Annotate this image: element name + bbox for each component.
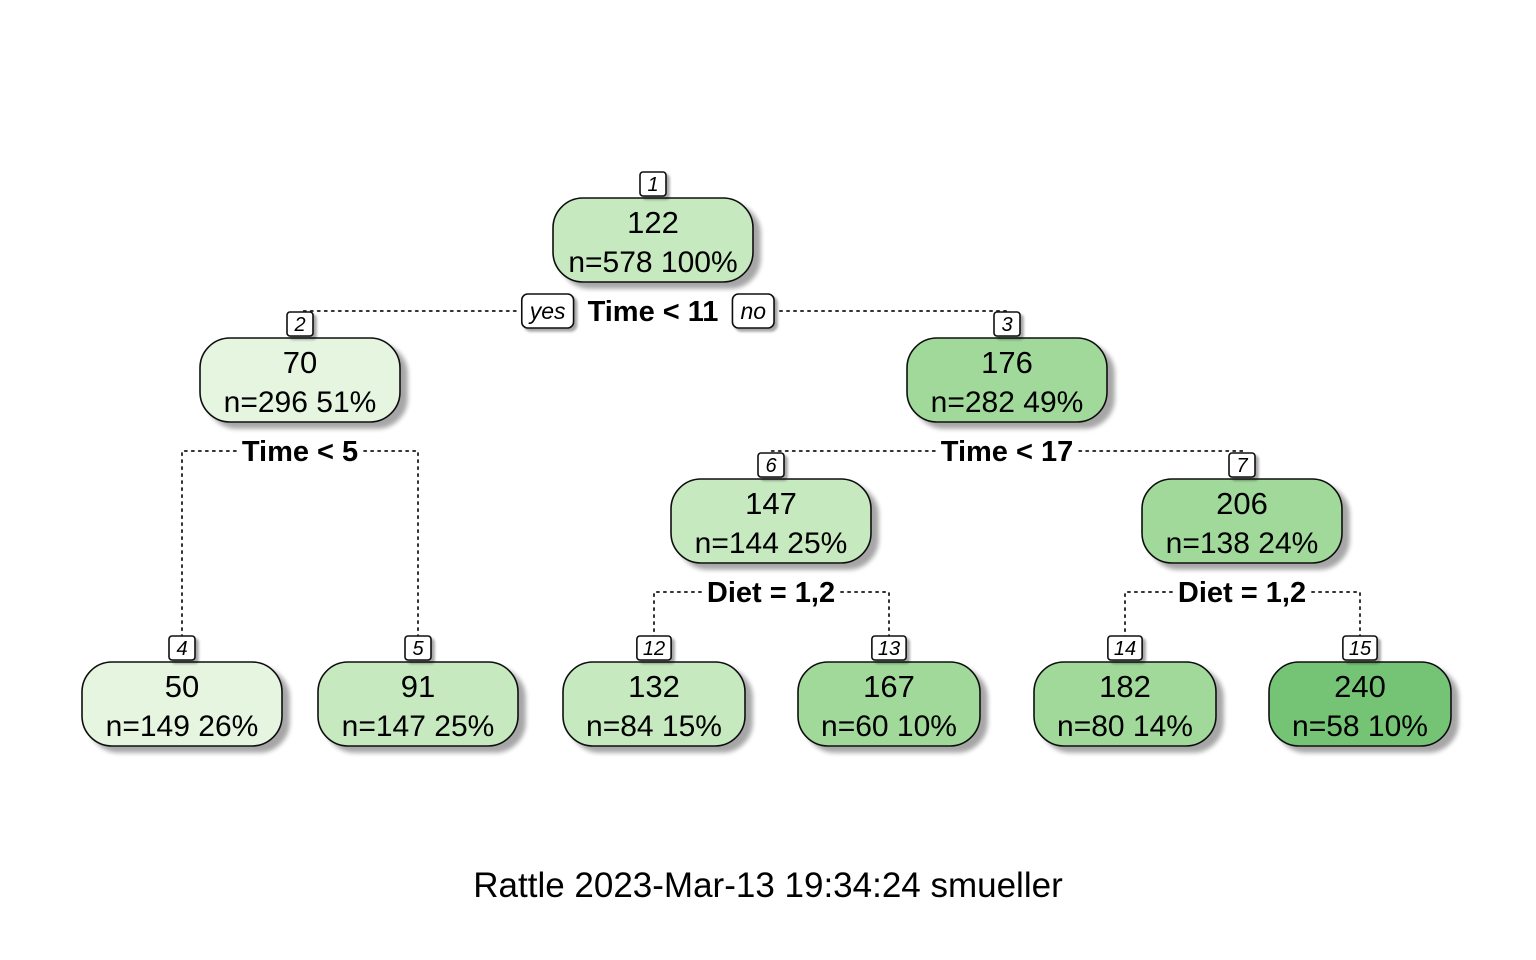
yes-branch-label: yes bbox=[520, 293, 575, 329]
tree-node-13: 167 n=60 10% 13 bbox=[797, 635, 981, 747]
svg-text:no: no bbox=[740, 298, 766, 324]
footer-caption: Rattle 2023-Mar-13 19:34:24 smueller bbox=[473, 866, 1063, 905]
node-id-tag-7: 7 bbox=[1228, 452, 1256, 478]
node-value-6: 147 bbox=[745, 486, 797, 521]
node-id-tag-13: 13 bbox=[871, 635, 907, 661]
tree-split-labels: Time < 11 yes no Time < 5 Time < 17 Diet = 1,… bbox=[242, 293, 1306, 609]
node-stats-7: n=138 24% bbox=[1166, 527, 1319, 560]
edge-1-2 bbox=[299, 310, 517, 325]
node-value-4: 50 bbox=[165, 669, 199, 704]
node-value-13: 167 bbox=[863, 669, 915, 704]
node-stats-12: n=84 15% bbox=[586, 710, 722, 743]
svg-text:14: 14 bbox=[1114, 638, 1136, 660]
svg-text:yes: yes bbox=[528, 298, 566, 324]
tree-node-7: 206 n=138 24% 7 bbox=[1141, 452, 1343, 564]
node-box-4 bbox=[81, 661, 283, 747]
node-box-5 bbox=[317, 661, 519, 747]
tree-nodes: 122 n=578 100% 1 70 n=296 51% 2 176 n=282 49% 3 5… bbox=[81, 171, 1452, 747]
edge-3-6 bbox=[770, 450, 936, 466]
tree-node-3: 176 n=282 49% 3 bbox=[906, 311, 1108, 423]
node-value-3: 176 bbox=[981, 345, 1033, 380]
svg-text:15: 15 bbox=[1349, 638, 1372, 660]
edge-2-4 bbox=[181, 450, 237, 649]
node-value-2: 70 bbox=[283, 345, 317, 380]
edge-7-15 bbox=[1311, 591, 1361, 649]
edge-7-14 bbox=[1124, 591, 1173, 649]
node-box-3 bbox=[906, 337, 1108, 423]
edge-2-5 bbox=[363, 450, 419, 649]
no-branch-label: no bbox=[731, 293, 775, 329]
node-box-13 bbox=[797, 661, 981, 747]
node-box-2 bbox=[199, 337, 401, 423]
svg-text:5: 5 bbox=[412, 638, 424, 660]
split-label-node-3: Time < 17 bbox=[941, 436, 1073, 468]
node-value-12: 132 bbox=[628, 669, 680, 704]
tree-node-4: 50 n=149 26% 4 bbox=[81, 635, 283, 747]
svg-text:4: 4 bbox=[176, 638, 187, 660]
svg-text:6: 6 bbox=[765, 455, 777, 477]
svg-text:13: 13 bbox=[878, 638, 900, 660]
node-stats-1: n=578 100% bbox=[568, 246, 737, 279]
node-stats-6: n=144 25% bbox=[695, 527, 848, 560]
split-label-node-6: Diet = 1,2 bbox=[707, 577, 835, 609]
edge-6-13 bbox=[840, 591, 890, 649]
tree-node-15: 240 n=58 10% 15 bbox=[1268, 635, 1452, 747]
node-box-12 bbox=[562, 661, 746, 747]
edge-1-3 bbox=[779, 310, 1008, 325]
node-stats-14: n=80 14% bbox=[1057, 710, 1193, 743]
tree-node-1: 122 n=578 100% 1 bbox=[552, 171, 754, 283]
tree-node-6: 147 n=144 25% 6 bbox=[670, 452, 872, 564]
node-id-tag-2: 2 bbox=[286, 311, 314, 337]
node-box-7 bbox=[1141, 478, 1343, 564]
tree-node-2: 70 n=296 51% 2 bbox=[199, 311, 401, 423]
node-id-tag-5: 5 bbox=[404, 635, 432, 661]
tree-node-5: 91 n=147 25% 5 bbox=[317, 635, 519, 747]
tree-node-14: 182 n=80 14% 14 bbox=[1033, 635, 1217, 747]
node-stats-15: n=58 10% bbox=[1292, 710, 1428, 743]
node-stats-3: n=282 49% bbox=[931, 386, 1084, 419]
node-id-tag-4: 4 bbox=[168, 635, 196, 661]
node-id-tag-1: 1 bbox=[639, 171, 667, 197]
svg-text:3: 3 bbox=[1001, 314, 1012, 336]
svg-text:2: 2 bbox=[293, 314, 305, 336]
node-value-5: 91 bbox=[401, 669, 435, 704]
svg-text:1: 1 bbox=[647, 174, 658, 196]
node-value-14: 182 bbox=[1099, 669, 1151, 704]
node-value-1: 122 bbox=[627, 205, 679, 240]
node-stats-2: n=296 51% bbox=[224, 386, 377, 419]
edge-6-12 bbox=[653, 591, 702, 649]
node-box-15 bbox=[1268, 661, 1452, 747]
node-box-1 bbox=[552, 197, 754, 283]
node-stats-4: n=149 26% bbox=[106, 710, 259, 743]
split-label-node-7: Diet = 1,2 bbox=[1178, 577, 1306, 609]
edge-3-7 bbox=[1078, 450, 1243, 466]
node-stats-5: n=147 25% bbox=[342, 710, 495, 743]
split-label-node-1: Time < 11 bbox=[588, 296, 719, 328]
node-id-tag-6: 6 bbox=[757, 452, 785, 478]
node-box-6 bbox=[670, 478, 872, 564]
node-stats-13: n=60 10% bbox=[821, 710, 957, 743]
node-value-15: 240 bbox=[1334, 669, 1386, 704]
node-box-14 bbox=[1033, 661, 1217, 747]
node-value-7: 206 bbox=[1216, 486, 1268, 521]
split-label-node-2: Time < 5 bbox=[242, 436, 358, 468]
node-id-tag-14: 14 bbox=[1107, 635, 1143, 661]
node-id-tag-15: 15 bbox=[1342, 635, 1378, 661]
node-id-tag-3: 3 bbox=[993, 311, 1021, 337]
node-id-tag-12: 12 bbox=[636, 635, 672, 661]
svg-text:12: 12 bbox=[643, 638, 665, 660]
tree-node-12: 132 n=84 15% 12 bbox=[562, 635, 746, 747]
svg-text:7: 7 bbox=[1236, 455, 1248, 477]
